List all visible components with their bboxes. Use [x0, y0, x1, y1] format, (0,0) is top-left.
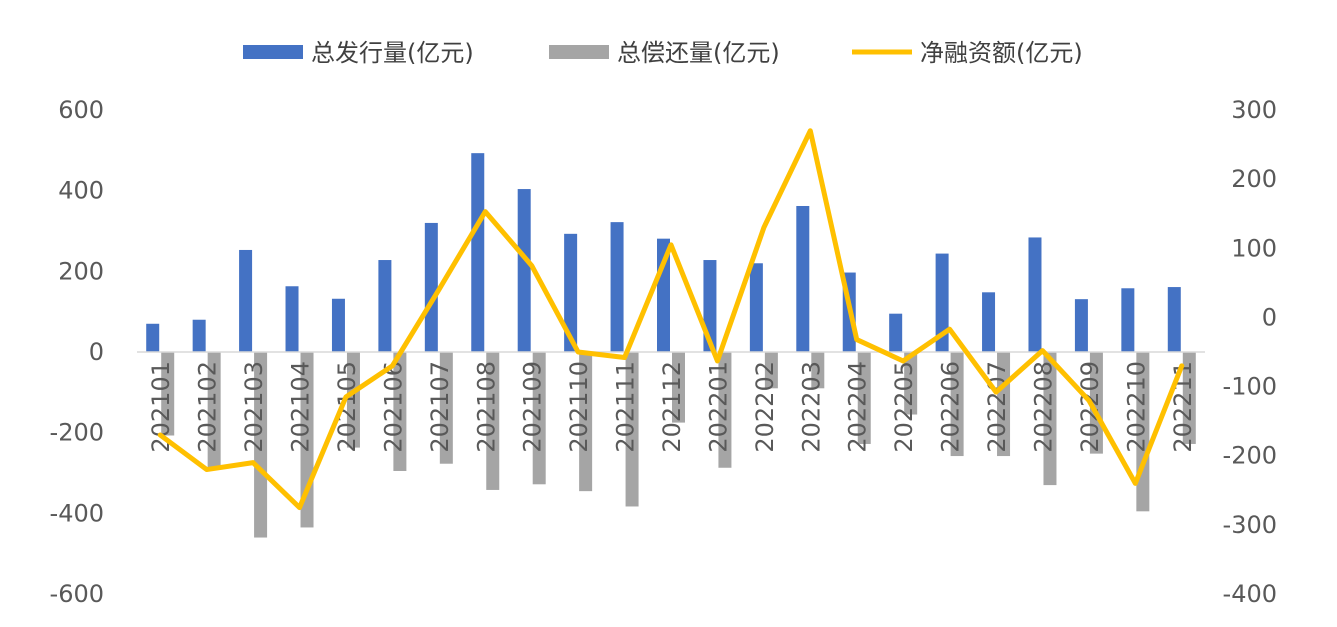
category-tick-label: 202202	[751, 361, 779, 453]
bar-group	[146, 153, 1196, 538]
category-tick-label: 202208	[1029, 361, 1057, 453]
left-axis-tick-label: -600	[50, 580, 104, 608]
legend-label: 净融资额(亿元)	[920, 39, 1083, 67]
category-tick-label: 202105	[333, 361, 361, 453]
category-tick-label: 202111	[612, 361, 640, 453]
issuance-bar	[239, 249, 253, 352]
repayment-bar	[161, 352, 175, 436]
left-axis-tick-label: 200	[58, 257, 104, 285]
repayment-bar	[254, 352, 268, 538]
left-axis-tick-label: 0	[89, 338, 104, 366]
repayment-bar	[207, 352, 221, 469]
right-axis-tick-label: -100	[1223, 373, 1277, 401]
legend: 总发行量(亿元) 总偿还量(亿元) 净融资额(亿元)	[243, 39, 1083, 67]
category-tick-label: 202104	[287, 361, 315, 453]
category-tick-label: 202108	[472, 361, 500, 453]
issuance-bar	[471, 153, 485, 352]
issuance-bar	[146, 323, 160, 352]
category-tick-label: 202206	[937, 361, 965, 453]
left-axis-tick-label: 400	[58, 177, 104, 205]
category-tick-label: 202109	[519, 361, 547, 453]
right-axis-tick-label: 100	[1231, 234, 1277, 262]
right-axis: 300 200 100 0 -100 -200 -300 -400	[1223, 96, 1277, 608]
repayment-bar	[346, 352, 360, 448]
repayment-bar	[904, 352, 918, 415]
right-axis-tick-label: 300	[1231, 96, 1277, 124]
issuance-bar	[749, 263, 763, 352]
category-tick-label: 202101	[147, 361, 175, 453]
left-axis: 600 400 200 0 -200 -400 -600	[50, 96, 104, 608]
right-axis-tick-label: -200	[1223, 442, 1277, 470]
right-axis-tick-label: -300	[1223, 511, 1277, 539]
issuance-bar	[1167, 287, 1181, 352]
category-tick-label: 202201	[704, 361, 732, 453]
category-labels: 202101 202102 202103 202104 202105 202106 2021…	[147, 361, 1197, 453]
issuance-bar	[796, 205, 810, 352]
repayment-bar	[486, 352, 500, 490]
issuance-bar	[1074, 299, 1088, 352]
issuance-bar	[982, 292, 996, 352]
issuance-bar	[331, 298, 345, 352]
repayment-bar	[532, 352, 546, 485]
repayment-bar	[625, 352, 639, 507]
issuance-bar	[517, 189, 531, 352]
net-financing-line	[157, 128, 1185, 511]
left-axis-tick-label: -200	[50, 419, 104, 447]
category-tick-label: 202110	[565, 361, 593, 453]
issuance-bar	[1028, 237, 1042, 352]
issuance-bar	[935, 253, 949, 352]
issuance-bar	[610, 222, 624, 352]
category-tick-label: 202205	[890, 361, 918, 453]
repayment-bar	[811, 352, 825, 389]
issuance-bar	[1121, 288, 1135, 352]
repayment-bar	[950, 352, 964, 457]
category-tick-label: 202107	[426, 361, 454, 453]
legend-swatch	[549, 45, 609, 59]
issuance-bar	[564, 233, 578, 352]
right-axis-tick-label: -400	[1223, 580, 1277, 608]
legend-net-financing: 净融资额(亿元)	[852, 39, 1083, 67]
category-tick-label: 202204	[844, 361, 872, 453]
repayment-bar	[1043, 352, 1057, 486]
category-tick-label: 202112	[658, 361, 686, 453]
category-tick-label: 202207	[983, 361, 1011, 453]
repayment-bar	[718, 352, 732, 468]
repayment-bar	[393, 352, 407, 471]
category-tick-label: 202210	[1122, 361, 1150, 453]
right-axis-tick-label: 200	[1231, 165, 1277, 193]
issuance-bar	[889, 313, 903, 352]
category-tick-label: 202103	[240, 361, 268, 453]
left-axis-tick-label: 600	[58, 96, 104, 124]
repayment-bar	[857, 352, 871, 444]
legend-label: 总发行量(亿元)	[311, 39, 474, 67]
repayment-bar	[764, 352, 778, 389]
repayment-bar	[672, 352, 685, 423]
repayment-bar	[579, 352, 593, 492]
legend-issuance: 总发行量(亿元)	[243, 39, 474, 67]
repayment-bar	[1089, 352, 1103, 454]
issuance-bar	[424, 222, 438, 352]
legend-repayment: 总偿还量(亿元)	[549, 39, 780, 67]
repayment-bar	[1182, 352, 1196, 444]
legend-swatch	[243, 45, 303, 59]
category-tick-label: 202102	[194, 361, 222, 453]
right-axis-tick-label: 0	[1262, 303, 1277, 331]
category-tick-label: 202203	[797, 361, 825, 453]
issuance-bar	[285, 286, 299, 352]
repayment-bar	[439, 352, 453, 464]
repayment-bar	[997, 352, 1011, 457]
category-tick-label: 202106	[379, 361, 407, 453]
left-axis-tick-label: -400	[50, 499, 104, 527]
category-tick-label: 202211	[1169, 361, 1197, 453]
issuance-bar	[378, 260, 392, 352]
legend-label: 总偿还量(亿元)	[617, 39, 780, 67]
issuance-bar	[192, 319, 206, 352]
